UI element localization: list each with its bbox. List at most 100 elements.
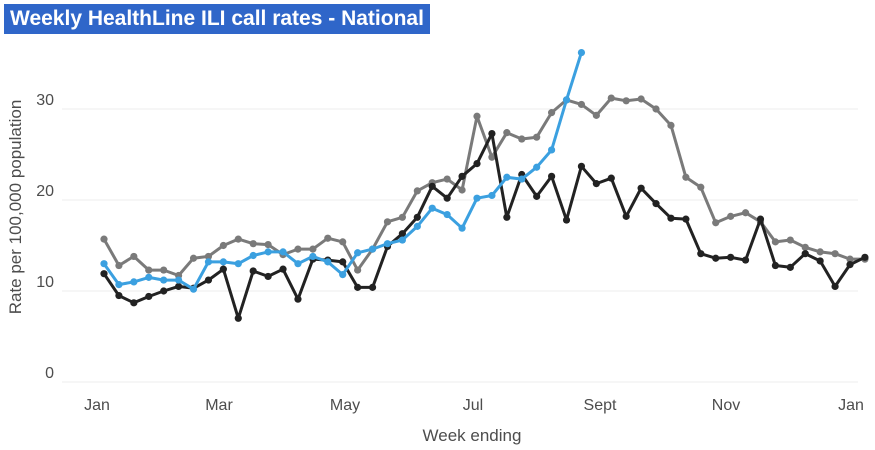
- data-point[interactable]: [339, 271, 347, 279]
- data-point[interactable]: [577, 48, 586, 57]
- data-point[interactable]: [697, 250, 705, 258]
- data-point[interactable]: [234, 260, 242, 268]
- data-point[interactable]: [219, 241, 227, 250]
- data-point[interactable]: [488, 129, 496, 138]
- data-point[interactable]: [816, 248, 824, 256]
- data-point[interactable]: [592, 111, 600, 119]
- data-point[interactable]: [339, 258, 347, 266]
- data-point[interactable]: [533, 163, 541, 171]
- data-point[interactable]: [577, 100, 586, 109]
- data-point[interactable]: [219, 258, 227, 266]
- data-point[interactable]: [786, 236, 794, 244]
- data-point[interactable]: [294, 260, 302, 268]
- data-point[interactable]: [548, 172, 556, 180]
- data-point[interactable]: [264, 248, 272, 256]
- data-point[interactable]: [324, 234, 332, 242]
- data-point[interactable]: [398, 213, 406, 221]
- data-point[interactable]: [622, 97, 630, 105]
- data-point[interactable]: [682, 173, 690, 181]
- data-point[interactable]: [727, 212, 735, 220]
- data-point[interactable]: [100, 270, 108, 278]
- data-point[interactable]: [339, 238, 347, 246]
- data-point[interactable]: [368, 283, 377, 291]
- data-point[interactable]: [175, 282, 183, 291]
- data-point[interactable]: [801, 243, 809, 251]
- data-point[interactable]: [503, 129, 511, 137]
- data-point[interactable]: [771, 238, 780, 246]
- data-point[interactable]: [398, 236, 406, 244]
- data-point[interactable]: [473, 194, 481, 202]
- data-point[interactable]: [204, 252, 213, 261]
- data-point[interactable]: [741, 256, 750, 264]
- data-point[interactable]: [548, 109, 556, 117]
- data-point[interactable]: [652, 200, 660, 208]
- data-point[interactable]: [249, 251, 257, 260]
- data-point[interactable]: [786, 263, 794, 271]
- data-point[interactable]: [234, 235, 242, 243]
- data-point[interactable]: [130, 278, 138, 286]
- data-point[interactable]: [697, 183, 705, 191]
- data-point[interactable]: [458, 172, 466, 180]
- data-point[interactable]: [831, 282, 839, 291]
- data-point[interactable]: [383, 218, 392, 226]
- data-point[interactable]: [548, 146, 556, 154]
- data-point[interactable]: [264, 272, 272, 281]
- data-point[interactable]: [234, 314, 242, 322]
- data-point[interactable]: [488, 191, 496, 200]
- data-point[interactable]: [592, 180, 600, 188]
- data-point[interactable]: [682, 215, 690, 223]
- data-point[interactable]: [413, 187, 421, 195]
- data-point[interactable]: [145, 273, 153, 281]
- data-point[interactable]: [443, 175, 451, 183]
- data-point[interactable]: [607, 174, 615, 182]
- data-point[interactable]: [577, 162, 586, 170]
- data-point[interactable]: [533, 133, 541, 141]
- data-point[interactable]: [354, 283, 362, 291]
- data-point[interactable]: [831, 250, 839, 258]
- data-point[interactable]: [249, 240, 257, 248]
- data-point[interactable]: [398, 230, 406, 238]
- data-point[interactable]: [115, 261, 123, 270]
- data-point[interactable]: [712, 219, 720, 227]
- data-point[interactable]: [756, 215, 765, 223]
- data-point[interactable]: [413, 222, 421, 230]
- data-point[interactable]: [458, 186, 466, 194]
- data-point[interactable]: [518, 175, 526, 183]
- data-point[interactable]: [145, 292, 153, 301]
- data-point[interactable]: [279, 265, 287, 273]
- data-point[interactable]: [279, 248, 287, 256]
- data-point[interactable]: [354, 266, 362, 274]
- data-point[interactable]: [637, 95, 645, 103]
- data-point[interactable]: [354, 249, 362, 257]
- data-point[interactable]: [562, 96, 571, 104]
- data-point[interactable]: [309, 252, 317, 261]
- data-point[interactable]: [667, 121, 675, 129]
- data-point[interactable]: [473, 112, 481, 120]
- data-point[interactable]: [562, 216, 571, 224]
- data-point[interactable]: [100, 235, 108, 243]
- data-point[interactable]: [607, 94, 615, 102]
- data-point[interactable]: [189, 254, 198, 262]
- data-point[interactable]: [846, 261, 854, 269]
- data-point[interactable]: [428, 204, 436, 212]
- data-point[interactable]: [458, 224, 466, 232]
- data-point[interactable]: [189, 285, 198, 293]
- data-point[interactable]: [622, 212, 630, 220]
- data-point[interactable]: [160, 266, 168, 274]
- data-point[interactable]: [264, 240, 272, 249]
- data-point[interactable]: [727, 253, 735, 261]
- data-point[interactable]: [488, 153, 496, 161]
- data-point[interactable]: [503, 173, 511, 181]
- data-point[interactable]: [160, 276, 168, 284]
- data-point[interactable]: [160, 287, 168, 295]
- data-point[interactable]: [518, 135, 526, 143]
- data-point[interactable]: [533, 192, 541, 200]
- data-point[interactable]: [368, 245, 377, 253]
- data-point[interactable]: [115, 291, 123, 300]
- data-point[interactable]: [130, 252, 138, 261]
- data-point[interactable]: [741, 209, 750, 217]
- data-point[interactable]: [473, 160, 481, 168]
- data-point[interactable]: [771, 261, 780, 270]
- data-point[interactable]: [428, 182, 436, 190]
- data-point[interactable]: [249, 267, 257, 275]
